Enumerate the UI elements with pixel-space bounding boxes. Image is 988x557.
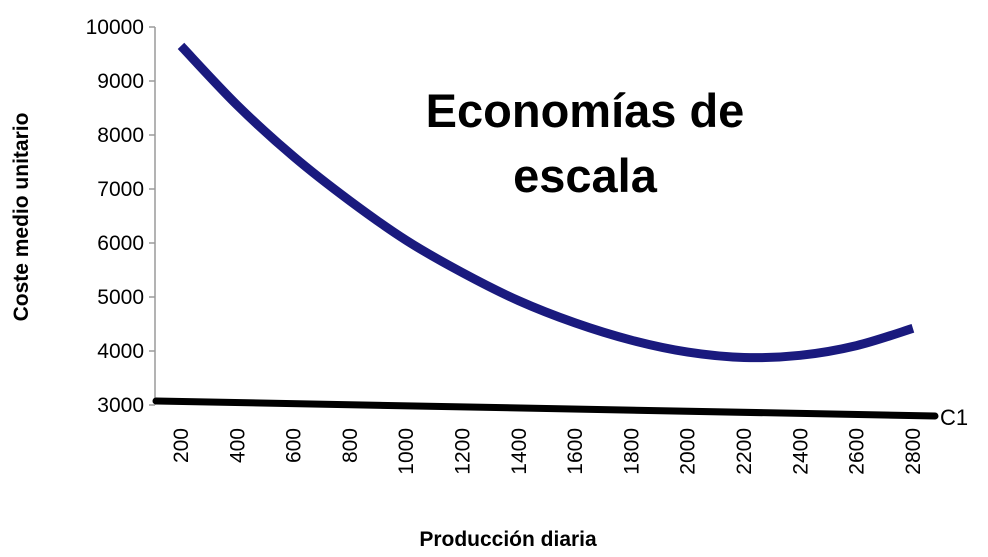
chart-title-line-1: Economías de — [426, 84, 745, 137]
x-tick-label: 200 — [170, 428, 193, 463]
x-tick-label: 600 — [283, 428, 306, 463]
series-line-coste — [177, 42, 915, 363]
y-tick-label: 4000 — [97, 340, 144, 363]
x-axis-ticks: 200 400 600 800 1000 1200 1400 1600 1800 2000 2200… — [170, 428, 925, 475]
y-axis-ticks: 10000 9000 8000 7000 6000 5000 4000 3000 — [86, 16, 155, 417]
y-tick-label: 6000 — [97, 232, 144, 255]
x-tick-label: 2000 — [677, 428, 700, 475]
x-axis-title: Producción diaria — [419, 528, 597, 551]
y-tick-label: 9000 — [97, 70, 144, 93]
y-axis-title: Coste medio unitario — [10, 113, 33, 322]
x-tick-label: 2400 — [789, 428, 812, 475]
x-tick-label: 2800 — [902, 428, 925, 475]
x-tick-label: 2600 — [846, 428, 869, 475]
y-tick-label: 8000 — [97, 124, 144, 147]
floor-series-label: C1 — [940, 405, 968, 430]
x-tick-label: 1400 — [508, 428, 531, 475]
y-tick-label: 3000 — [97, 394, 144, 417]
x-tick-label: 1800 — [620, 428, 643, 475]
x-tick-label: 1200 — [452, 428, 475, 475]
x-tick-label: 800 — [339, 428, 362, 463]
y-tick-label: 10000 — [86, 16, 144, 39]
y-tick-label: 7000 — [97, 178, 144, 201]
floor-series-line — [152, 397, 939, 420]
y-tick-label: 5000 — [97, 286, 144, 309]
chart-title-line-2: escala — [513, 149, 658, 202]
x-tick-label: 400 — [226, 428, 249, 463]
plot-area — [152, 42, 939, 420]
x-tick-label: 2200 — [733, 428, 756, 475]
x-tick-label: 1000 — [395, 428, 418, 475]
x-tick-label: 1600 — [564, 428, 587, 475]
